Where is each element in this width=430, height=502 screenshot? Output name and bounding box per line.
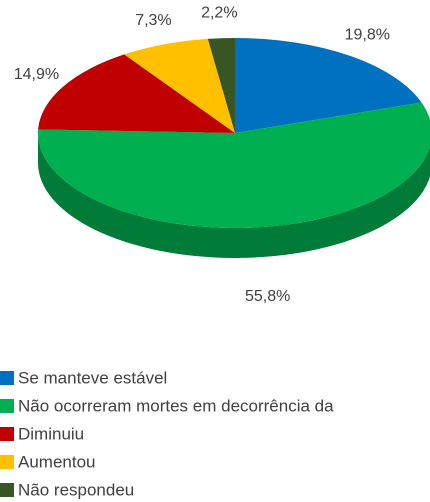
value-label: 19,8% [345,27,390,44]
value-label: 14,9% [14,66,59,83]
pie-slice [124,38,235,133]
value-label: 7,3% [135,12,171,29]
legend-swatch [0,455,14,469]
pie-slice [38,102,430,228]
legend-label: Aumentou [18,452,96,471]
legend-swatch [0,483,14,497]
pie-slice [207,38,235,133]
legend-label: Se manteve estável [18,368,167,387]
legend-label: Diminuiu [18,424,84,443]
legend-label: Não respondeu [18,480,134,499]
pie-side [38,133,430,258]
value-label: 55,8% [245,288,290,305]
legend-label: Não ocorreram mortes em decorrência da [18,396,334,415]
value-label: 2,2% [201,5,237,22]
pie-slice [235,38,422,133]
legend-swatch [0,427,14,441]
legend-swatch [0,399,14,413]
legend-swatch [0,371,14,385]
pie-slice [38,54,236,133]
